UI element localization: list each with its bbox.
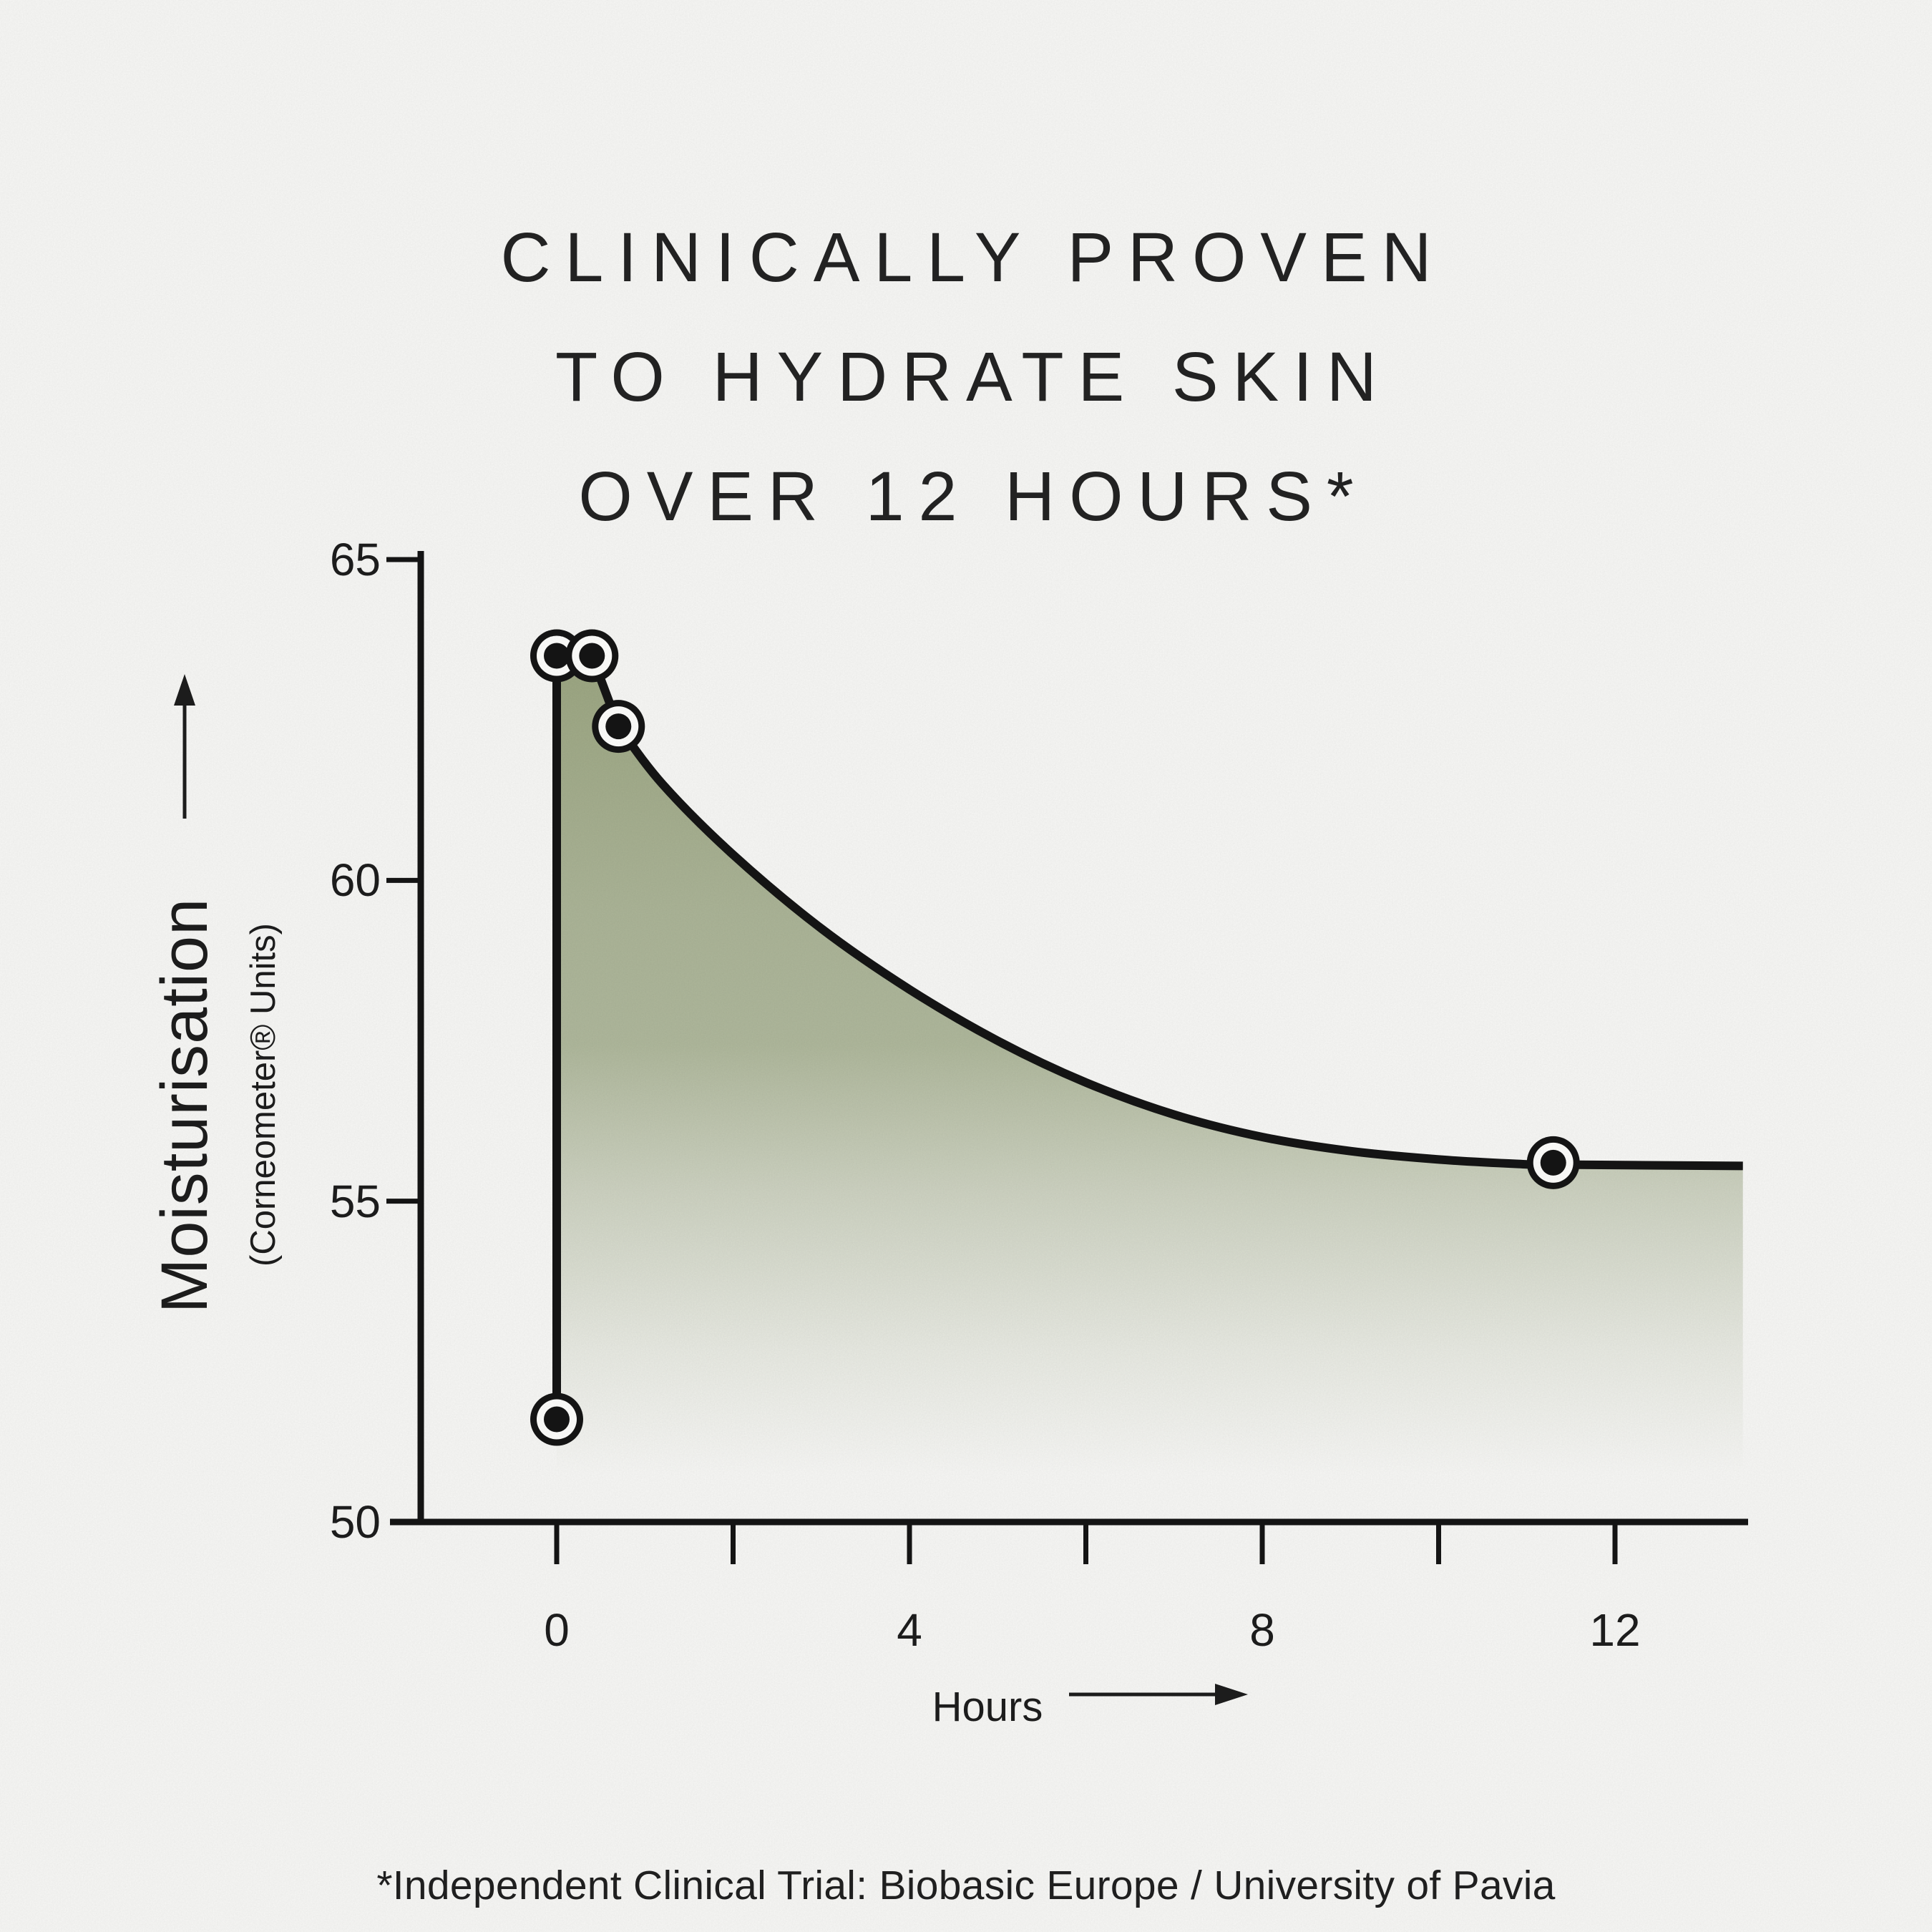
x-tick-label-12: 12 bbox=[1589, 1604, 1641, 1656]
y-axis-label: Moisturisation bbox=[148, 897, 221, 1314]
x-tick-label-4: 4 bbox=[897, 1604, 922, 1656]
x-tick-label-0: 0 bbox=[544, 1604, 570, 1656]
y-axis-sublabel: (Corneometer® Units) bbox=[244, 923, 283, 1267]
x-tick-label-8: 8 bbox=[1249, 1604, 1275, 1656]
footnote: *Independent Clinical Trial: Biobasic Eu… bbox=[376, 1863, 1556, 1908]
x-axis-arrow-icon bbox=[1069, 1684, 1248, 1705]
y-tick-label-65: 65 bbox=[329, 533, 381, 585]
